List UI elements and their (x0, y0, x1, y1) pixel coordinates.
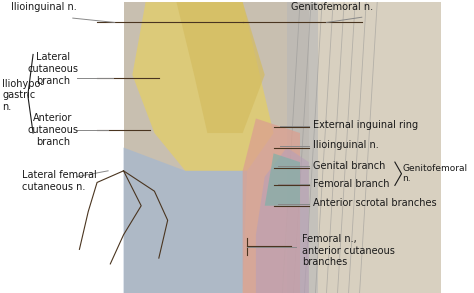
Text: Genital branch: Genital branch (313, 161, 386, 171)
Text: Lateral femoral
cutaneous n.: Lateral femoral cutaneous n. (22, 170, 97, 192)
Text: Iliohypo-
gastric
n.: Iliohypo- gastric n. (2, 79, 44, 112)
FancyBboxPatch shape (0, 2, 132, 293)
Polygon shape (220, 118, 300, 293)
Polygon shape (287, 2, 318, 293)
Text: Femoral branch: Femoral branch (313, 179, 390, 189)
Text: Femoral n.,
anterior cutaneous
branches: Femoral n., anterior cutaneous branches (302, 234, 395, 268)
Polygon shape (132, 2, 273, 171)
Text: Genitofemoral n.: Genitofemoral n. (291, 2, 373, 12)
Text: Lateral
cutaneous
branch: Lateral cutaneous branch (27, 52, 78, 86)
Text: Anterior scrotal branches: Anterior scrotal branches (313, 198, 437, 208)
Polygon shape (264, 153, 300, 206)
Polygon shape (124, 148, 247, 293)
Text: Genitofemoral
n.: Genitofemoral n. (402, 164, 467, 183)
FancyBboxPatch shape (124, 2, 441, 293)
Polygon shape (256, 148, 309, 293)
Text: Ilioinguinal n.: Ilioinguinal n. (11, 2, 77, 12)
Text: External inguinal ring: External inguinal ring (313, 120, 419, 130)
Text: Anterior
cutaneous
branch: Anterior cutaneous branch (27, 113, 78, 147)
Polygon shape (124, 2, 309, 293)
Text: Ilioinguinal n.: Ilioinguinal n. (313, 140, 379, 150)
Polygon shape (176, 2, 264, 133)
